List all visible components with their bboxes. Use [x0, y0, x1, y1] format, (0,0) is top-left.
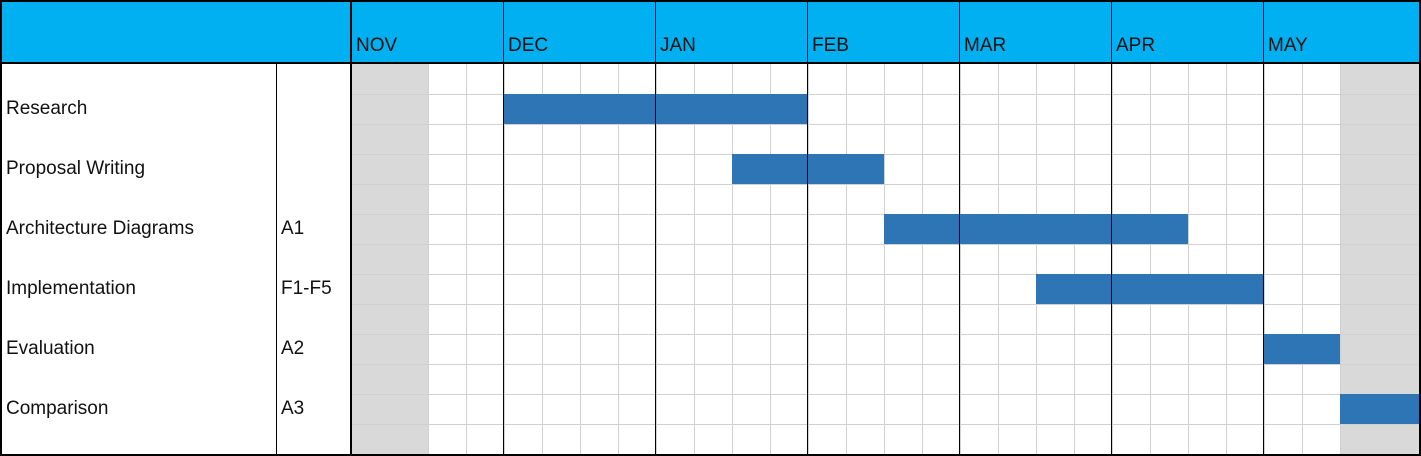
task-code-comparison: A3 [281, 398, 305, 419]
header-bottom-border [0, 62, 1421, 64]
task-label-evaluation: Evaluation [6, 338, 95, 359]
month-label-apr: APR [1116, 35, 1156, 56]
task-bar-research [504, 94, 808, 124]
month-label-may: MAY [1268, 35, 1308, 56]
month-label-nov: NOV [356, 35, 398, 56]
month-divider-apr [1111, 0, 1112, 456]
chart-bottom-border [0, 454, 1421, 456]
month-label-dec: DEC [508, 35, 549, 56]
task-bar-comparison [1340, 394, 1421, 424]
chart-left-border [0, 0, 2, 456]
task-label-architecture-diagrams: Architecture Diagrams [6, 218, 194, 239]
task-bar-implementation [1036, 274, 1264, 304]
task-bar-proposal-writing [732, 154, 884, 184]
month-label-feb: FEB [812, 35, 849, 56]
month-divider-feb [807, 0, 808, 456]
task-label-research: Research [6, 98, 88, 119]
shade-right [1341, 64, 1421, 456]
task-bar-architecture-diagrams [884, 214, 1188, 244]
timeline-left-border [350, 0, 352, 456]
month-label-jan: JAN [660, 35, 696, 56]
month-divider-mar [959, 0, 960, 456]
task-label-implementation: Implementation [6, 278, 136, 299]
month-divider-dec [503, 0, 504, 456]
month-label-mar: MAR [964, 35, 1007, 56]
header-band [0, 0, 1421, 64]
code-column-divider [276, 64, 277, 456]
month-divider-jan [655, 0, 656, 456]
task-code-implementation: F1-F5 [281, 278, 332, 299]
shade-left [352, 64, 428, 456]
header-top-border [0, 0, 1421, 2]
month-divider-may [1263, 0, 1264, 456]
task-code-evaluation: A2 [281, 338, 305, 359]
task-label-proposal-writing: Proposal Writing [6, 158, 146, 179]
task-label-comparison: Comparison [6, 398, 109, 419]
task-code-architecture-diagrams: A1 [281, 218, 305, 239]
chart-right-border [1419, 0, 1421, 456]
task-bar-evaluation [1264, 334, 1340, 364]
